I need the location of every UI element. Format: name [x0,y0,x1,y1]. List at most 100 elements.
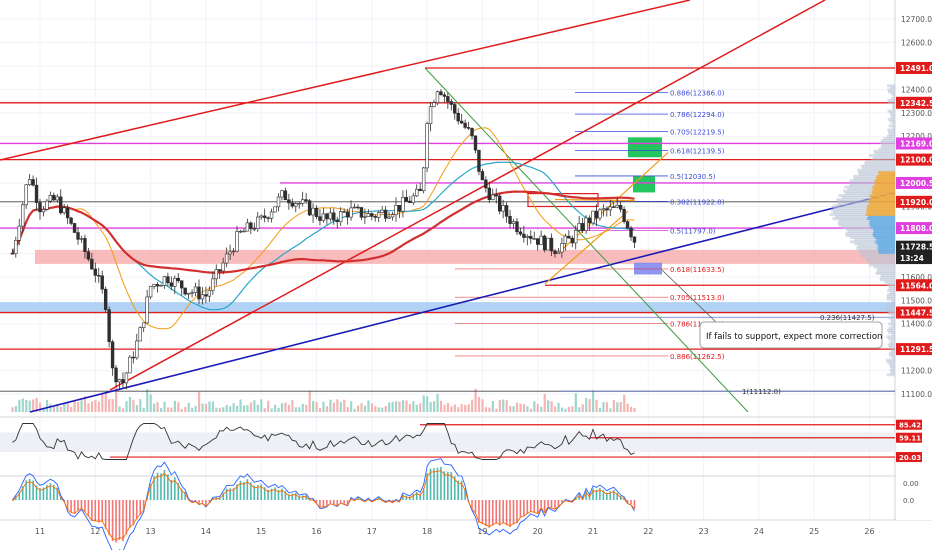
volume-bar [298,407,301,412]
candle-body [442,94,447,97]
profile-bar [841,225,895,229]
profile-bar [890,366,895,370]
volume-bar [25,399,28,412]
profile-bar [891,333,895,337]
candle-body [224,253,229,264]
level-tag [896,279,932,292]
rsi-tag [896,432,922,443]
macd-histogram-bar [274,487,276,500]
candle-body [408,200,412,203]
profile-bar [887,118,895,122]
profile-bar [890,371,895,375]
profile-bar [886,335,895,339]
volume-bar [612,400,615,412]
macd-histogram-bar [529,500,532,512]
volume-bar [118,406,121,412]
candle-body [287,199,291,204]
fib-label: 0.786(11400.0) [670,321,725,329]
volume-bar [132,399,135,412]
profile-bar [872,155,895,159]
macd-histogram-bar [543,500,546,513]
candle-body [24,184,28,206]
candle-body [432,102,436,108]
volume-bar [325,406,329,412]
candle-body [549,237,554,252]
profile-bar [891,92,895,96]
candle-body [556,251,561,254]
profile-bar [854,242,895,246]
volume-bar [70,407,73,412]
macd-histogram-bar [229,488,231,500]
profile-bar [888,362,895,366]
profile-bar [891,96,895,100]
macd-histogram-bar [491,500,494,526]
profile-bar [879,276,895,280]
profile-bar [892,126,895,130]
candle-body [459,120,464,124]
macd-histogram-bar [612,489,615,500]
profile-bar [886,282,895,286]
volume-bar [446,402,450,412]
candle-body [522,233,526,238]
profile-bar [888,326,895,330]
candle-body [314,207,319,217]
volume-bar [533,401,536,412]
macd-histogram-bar [167,474,169,500]
volume-bar [232,403,235,412]
level-tag [896,153,932,166]
candle-body [155,284,160,287]
volume-bar [467,404,470,412]
fib-label: 0.236(11427.5) [820,314,875,322]
profile-bar-highlight [874,236,895,240]
macd-histogram-bar [291,493,294,500]
candle-body [304,199,308,201]
profile-bar [864,162,895,166]
macd-histogram-bar [533,500,536,513]
fib-label: 0.5(12030.5) [670,173,716,181]
time-tick-label: 22 [643,527,653,536]
volume-bar [388,402,391,412]
macd-histogram-bar [97,500,100,523]
volume-bar [146,389,149,412]
macd-histogram-bar [194,500,197,501]
volume-bar [153,403,156,412]
profile-bar [881,139,895,143]
candle-body [345,211,350,218]
level-tag-label: 12100.0 [900,156,932,165]
volume-bar [111,399,114,412]
profile-bar [833,206,895,210]
volume-bar [571,406,574,412]
macd-histogram-bar [125,500,128,535]
volume-bar [305,404,308,412]
candle-body [183,287,187,295]
time-tick-label: 19 [477,527,487,536]
macd-histogram-bar [599,487,601,500]
candle-body [542,235,547,251]
candle-body [473,135,478,151]
level-tag-label: 12491.0 [900,64,932,73]
volume-bar [256,404,259,412]
profile-bar [886,134,895,138]
macd-histogram-bar [277,490,280,500]
price-tick-label: 11400.0 [901,320,932,329]
level-tag-label: 11447.5 [900,309,932,318]
callout-text: If fails to support, expect more correct… [706,332,882,342]
macd-histogram-bar [609,491,612,500]
volume-bar [115,385,118,412]
candle-body [390,214,395,218]
profile-bar [887,109,895,113]
profile-bar-highlight [870,225,895,229]
time-tick-label: 15 [256,527,266,536]
candle-body [328,212,333,220]
profile-bar [888,286,895,290]
profile-bar-highlight [868,198,895,202]
candle-body [615,204,619,208]
candle-body [245,222,250,232]
profile-bar [887,88,895,92]
volume-bar [471,399,474,412]
profile-bar-highlight [868,215,895,219]
volume-bar [616,402,619,412]
profile-bar [891,299,895,303]
volume-bar [602,401,605,412]
